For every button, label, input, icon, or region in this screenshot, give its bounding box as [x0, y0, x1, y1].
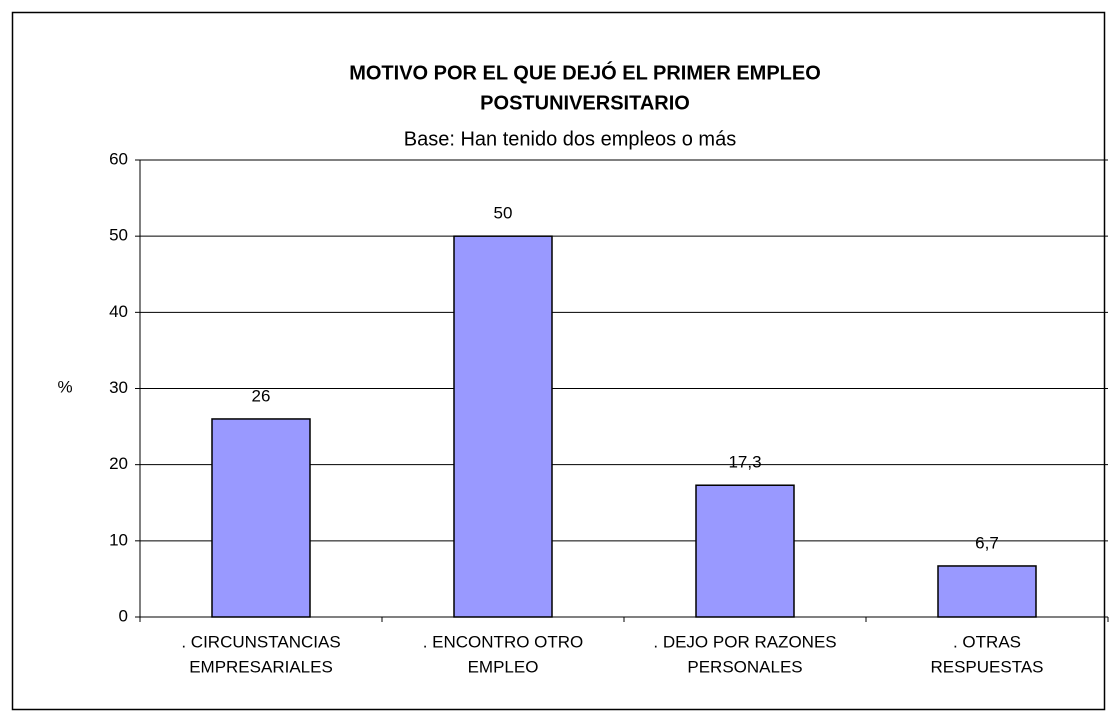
x-tick-label: . DEJO POR RAZONES: [653, 632, 836, 651]
y-tick-label: 10: [109, 530, 128, 549]
bar: [211, 418, 311, 618]
data-label: 50: [494, 204, 513, 223]
x-tick-label: RESPUESTAS: [930, 657, 1043, 676]
x-tick-label: . OTRAS: [953, 632, 1021, 651]
x-tick-label: EMPRESARIALES: [189, 657, 333, 676]
bar: [695, 484, 795, 618]
chart-title: MOTIVO POR EL QUE DEJÓ EL PRIMER EMPLEO: [349, 60, 821, 84]
x-tick-label: . CIRCUNSTANCIAS: [181, 632, 340, 651]
data-label: 17,3: [728, 453, 761, 472]
chart-border: [11, 11, 1106, 711]
x-tick-label: EMPLEO: [468, 657, 539, 676]
y-tick-label: 60: [109, 149, 128, 168]
y-axis-label: %: [57, 377, 72, 396]
y-tick-label: 40: [109, 302, 128, 321]
bar: [453, 235, 553, 618]
y-tick-label: 20: [109, 454, 128, 473]
y-tick-label: 50: [109, 226, 128, 245]
x-tick-label: PERSONALES: [687, 657, 802, 676]
data-label: 6,7: [975, 533, 999, 552]
chart-title: POSTUNIVERSITARIO: [480, 92, 690, 114]
y-tick-label: 0: [119, 606, 128, 625]
y-tick-label: 30: [109, 378, 128, 397]
chart-subtitle: Base: Han tenido dos empleos o más: [404, 128, 736, 150]
data-label: 26: [252, 386, 271, 405]
x-tick-label: . ENCONTRO OTRO: [423, 632, 584, 651]
bar: [937, 565, 1037, 618]
